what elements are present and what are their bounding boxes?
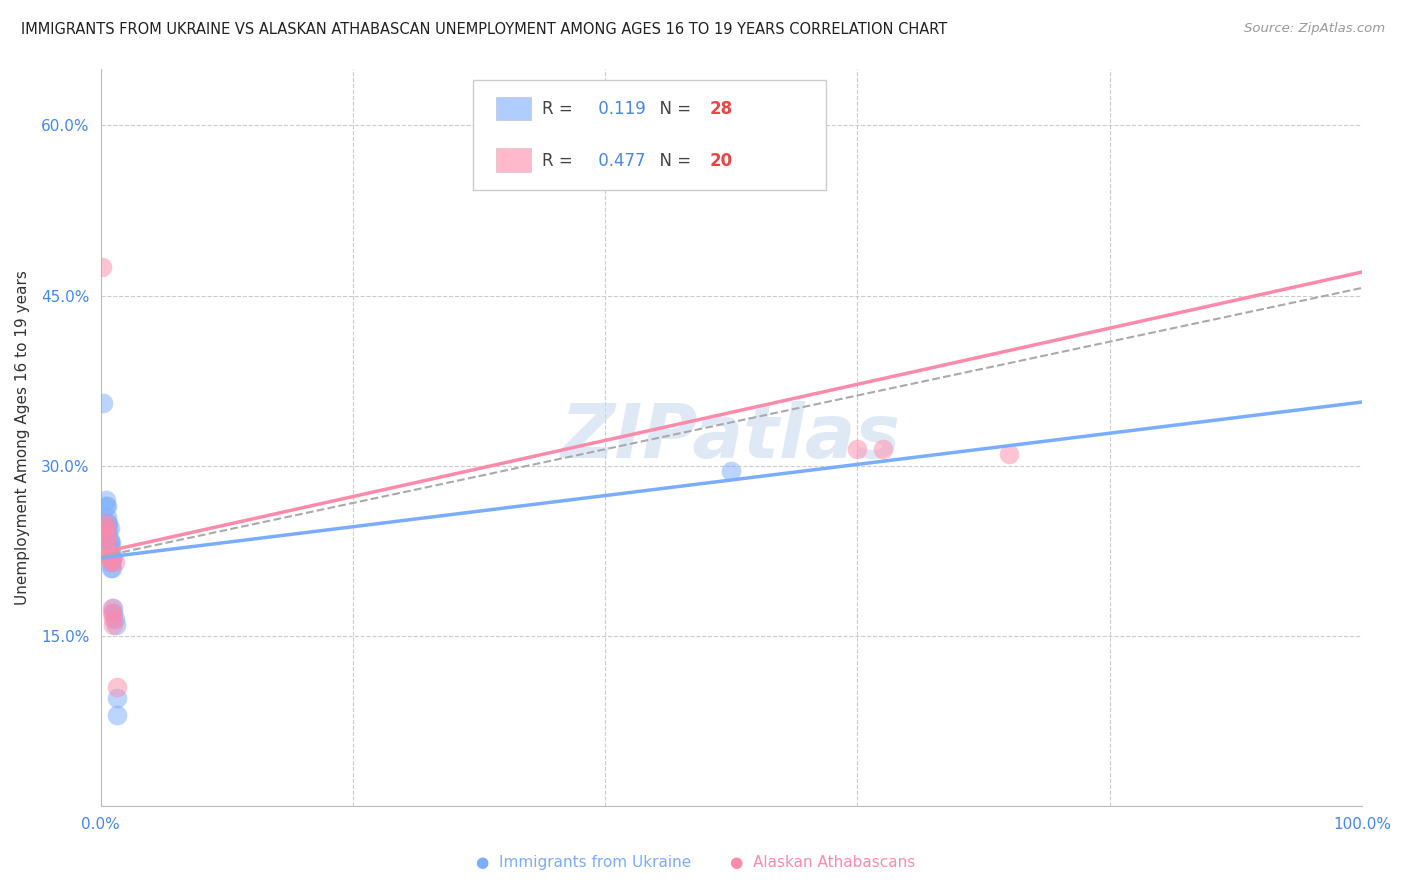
Point <box>100 555 122 569</box>
Point <box>96 516 118 530</box>
Point <box>105 691 128 706</box>
Point <box>98 552 121 566</box>
Point <box>94 529 117 543</box>
Point <box>97 527 120 541</box>
Point <box>104 555 127 569</box>
Point <box>104 617 127 632</box>
Point <box>98 541 121 555</box>
Point <box>100 549 122 564</box>
Point <box>796 101 818 115</box>
Point <box>93 521 115 535</box>
Point <box>100 561 122 575</box>
Point <box>96 509 118 524</box>
Text: R =: R = <box>543 100 578 118</box>
Text: 0.119: 0.119 <box>592 100 645 118</box>
Point <box>101 561 124 575</box>
Point <box>94 521 117 535</box>
Point <box>998 447 1021 461</box>
Text: ●  Alaskan Athabascans: ● Alaskan Athabascans <box>730 855 915 870</box>
Point <box>872 442 894 456</box>
Point <box>91 396 114 410</box>
Point <box>98 536 121 550</box>
Point <box>103 612 125 626</box>
Point <box>101 600 124 615</box>
FancyBboxPatch shape <box>495 96 531 120</box>
Point <box>846 442 869 456</box>
Point <box>98 549 121 564</box>
Point <box>98 533 121 547</box>
Text: N =: N = <box>650 100 697 118</box>
Point <box>103 600 125 615</box>
Text: 0.477: 0.477 <box>592 152 645 169</box>
Text: IMMIGRANTS FROM UKRAINE VS ALASKAN ATHABASCAN UNEMPLOYMENT AMONG AGES 16 TO 19 Y: IMMIGRANTS FROM UKRAINE VS ALASKAN ATHAB… <box>21 22 948 37</box>
Point <box>97 521 120 535</box>
Point <box>93 516 115 530</box>
Text: Source: ZipAtlas.com: Source: ZipAtlas.com <box>1244 22 1385 36</box>
Point <box>91 260 114 274</box>
Text: 20: 20 <box>710 152 733 169</box>
FancyBboxPatch shape <box>495 148 531 172</box>
Text: ●  Immigrants from Ukraine: ● Immigrants from Ukraine <box>475 855 692 870</box>
Point <box>98 521 121 535</box>
Point <box>100 555 122 569</box>
Point <box>101 607 124 621</box>
Point <box>97 516 120 530</box>
Point <box>94 492 117 507</box>
Point <box>101 552 124 566</box>
Text: R =: R = <box>543 152 578 169</box>
FancyBboxPatch shape <box>472 79 825 190</box>
Point <box>105 708 128 723</box>
Point <box>720 465 742 479</box>
Text: N =: N = <box>650 152 697 169</box>
Point <box>104 612 127 626</box>
Point <box>96 533 118 547</box>
Point <box>96 499 118 513</box>
Point <box>94 499 117 513</box>
Text: ZIPatlas: ZIPatlas <box>561 401 901 474</box>
Point <box>100 544 122 558</box>
Point <box>103 607 125 621</box>
Point <box>96 541 118 555</box>
Text: 28: 28 <box>710 100 733 118</box>
Y-axis label: Unemployment Among Ages 16 to 19 years: Unemployment Among Ages 16 to 19 years <box>15 270 30 605</box>
Point <box>105 680 128 694</box>
Point <box>100 536 122 550</box>
Point <box>103 549 125 564</box>
Point <box>103 617 125 632</box>
